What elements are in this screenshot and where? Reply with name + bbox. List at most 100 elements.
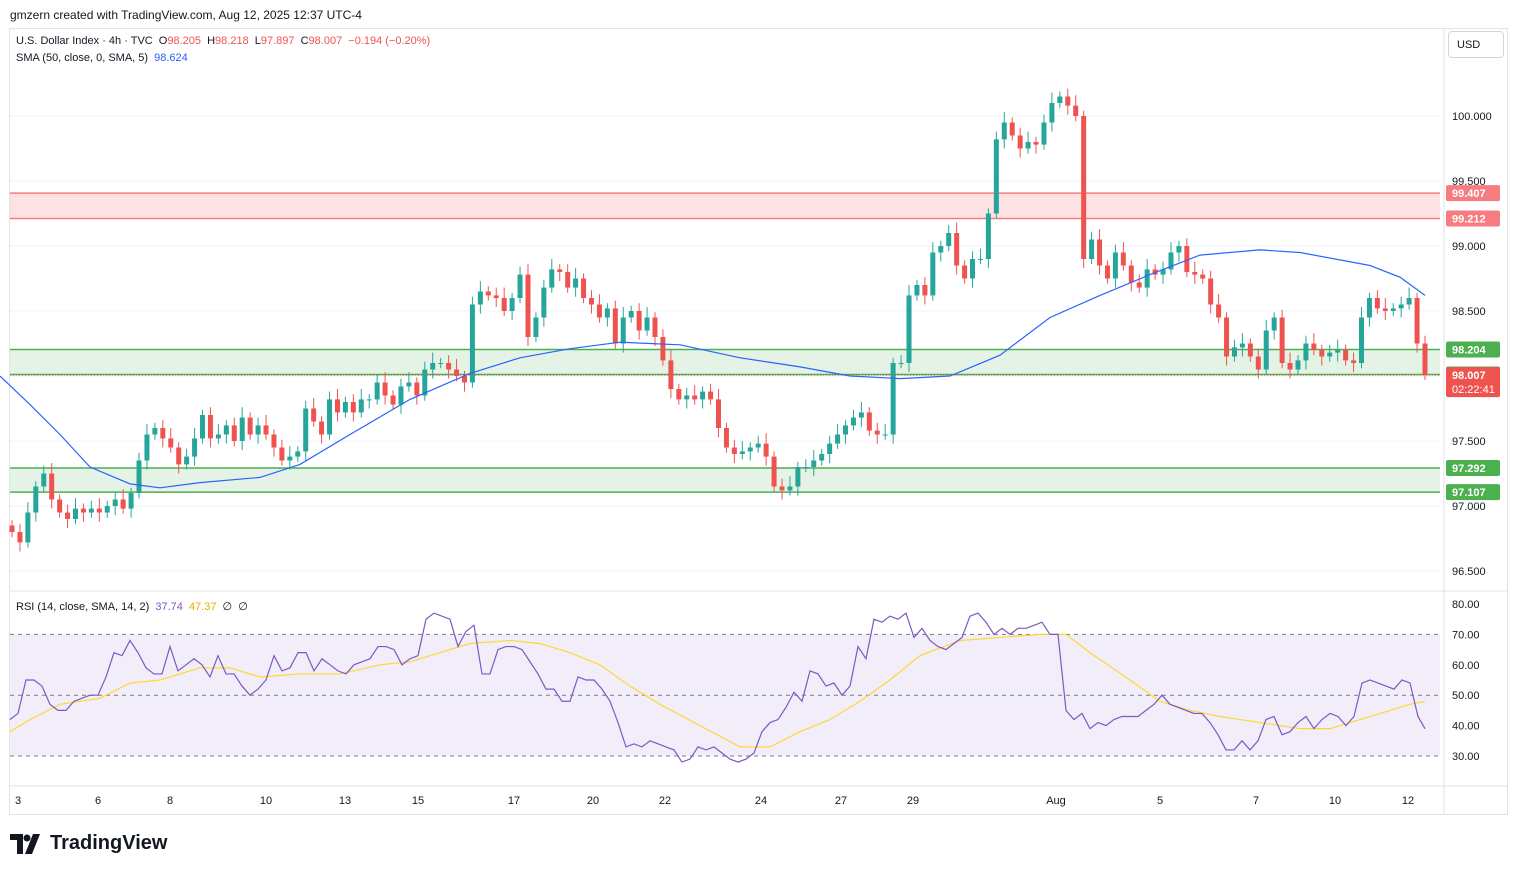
candle: [557, 269, 563, 272]
time-axis-tick: 27: [835, 795, 847, 807]
candle: [755, 443, 761, 448]
candle: [787, 486, 793, 491]
rsi-axis-tick: 80.00: [1452, 599, 1480, 611]
candle: [620, 317, 626, 344]
candle: [1279, 317, 1285, 363]
candle: [1287, 363, 1293, 370]
candle: [1176, 246, 1182, 253]
candle: [914, 285, 920, 296]
candle: [573, 278, 579, 288]
candle: [739, 451, 745, 454]
candle: [1366, 298, 1372, 318]
candle: [692, 395, 698, 400]
resistance-price-label-bg: [1446, 185, 1500, 202]
candle: [1239, 343, 1245, 348]
candle: [120, 499, 126, 509]
sma-label: SMA (50, close, 0, SMA, 5): [16, 52, 149, 64]
candle: [1104, 265, 1110, 279]
candle: [1192, 272, 1198, 275]
legend-close: 98.007: [308, 35, 343, 47]
candle: [1358, 317, 1364, 363]
candle: [708, 391, 714, 400]
candle: [200, 415, 206, 439]
candle: [819, 454, 825, 461]
candle: [604, 308, 610, 318]
candle: [1327, 352, 1333, 357]
candle: [215, 434, 221, 439]
candle: [1168, 252, 1174, 270]
candle: [327, 399, 333, 435]
candle: [731, 447, 737, 454]
chart-frame: [9, 28, 1508, 815]
resistance-price-label-bg: [1446, 210, 1500, 227]
rsi-legend: RSI (14, close, SMA, 14, 2) 37.74 47.37 …: [16, 600, 251, 613]
candle: [1057, 96, 1063, 103]
candle: [660, 337, 666, 361]
candle: [1335, 350, 1341, 353]
candle: [858, 412, 864, 418]
rsi-sma-value: 47.37: [188, 601, 217, 613]
candle: [1343, 350, 1349, 361]
candle: [1311, 343, 1317, 350]
candle: [446, 363, 452, 370]
candle: [1216, 304, 1222, 318]
candle: [779, 486, 785, 491]
time-axis-tick: 13: [339, 795, 351, 807]
candle: [366, 399, 372, 401]
time-axis-tick: 15: [412, 795, 424, 807]
candle: [33, 486, 39, 513]
candle: [342, 402, 348, 413]
time-axis-tick: 6: [95, 795, 101, 807]
candle: [1303, 343, 1309, 361]
candle: [279, 447, 285, 461]
candle: [319, 421, 325, 435]
candle: [438, 363, 444, 364]
candle: [906, 295, 912, 363]
rsi-value: 37.74: [155, 601, 183, 613]
candle: [493, 295, 499, 298]
candle: [843, 425, 849, 435]
candle: [517, 274, 523, 298]
currency-button[interactable]: USD: [1448, 31, 1504, 58]
candle: [1033, 142, 1039, 145]
candle: [1422, 343, 1428, 375]
candle: [247, 417, 253, 435]
candle: [501, 298, 507, 311]
legend-symbol: U.S. Dollar Index · 4h · TVC: [16, 35, 153, 47]
candle: [1351, 360, 1357, 363]
time-axis-tick: 3: [15, 795, 21, 807]
candle: [382, 382, 388, 396]
candle: [398, 386, 404, 405]
time-axis-tick: 8: [167, 795, 173, 807]
candle: [1128, 265, 1134, 283]
candle: [1136, 282, 1142, 288]
candle: [684, 395, 690, 400]
rsi-axis-tick: 50.00: [1452, 690, 1480, 702]
candle: [358, 399, 364, 413]
candle: [930, 252, 936, 296]
time-axis-tick: 22: [659, 795, 671, 807]
tradingview-logo[interactable]: TradingView: [10, 832, 167, 855]
candle: [1208, 278, 1214, 305]
candle: [803, 467, 809, 468]
candle: [255, 425, 261, 435]
candle: [938, 246, 944, 253]
rsi-line: [9, 612, 1426, 763]
candle: [128, 493, 134, 509]
rsi-sma-line: [9, 633, 1426, 748]
rsi-axis-tick: 30.00: [1452, 751, 1480, 763]
candle: [890, 363, 896, 435]
candle: [1295, 360, 1301, 370]
candle: [57, 499, 63, 513]
support-zone: [10, 468, 1440, 493]
candle: [898, 363, 904, 364]
candle: [144, 434, 150, 461]
candle: [477, 291, 483, 305]
candle: [1065, 96, 1071, 106]
candle: [771, 456, 777, 487]
time-axis-tick: 10: [260, 795, 272, 807]
candle: [65, 512, 71, 519]
candle: [207, 415, 213, 439]
candle: [525, 274, 531, 337]
